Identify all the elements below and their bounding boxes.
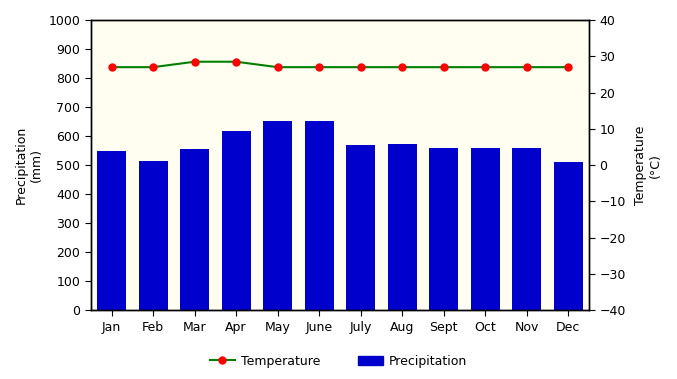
Temperature (232, 60, 240, 64)
Legend: Temperature, Precipitation: Temperature, Precipitation (204, 350, 473, 373)
Temperature (274, 65, 282, 69)
Bar (180, 149, 209, 310)
Bar (554, 162, 583, 310)
Bar (263, 121, 292, 310)
Bar (139, 161, 168, 310)
Bar (221, 131, 250, 310)
Temperature (481, 65, 489, 69)
Bar (305, 121, 334, 310)
Bar (512, 148, 541, 310)
Temperature (564, 65, 572, 69)
Temperature (439, 65, 447, 69)
Temperature (357, 65, 365, 69)
Y-axis label: Precipitation
(mm): Precipitation (mm) (15, 126, 43, 204)
Line: Temperature: Temperature (108, 58, 571, 70)
Bar (97, 150, 126, 310)
Temperature (315, 65, 323, 69)
Y-axis label: Temperature
(°C): Temperature (°C) (634, 125, 662, 205)
Bar (388, 144, 416, 310)
Temperature (108, 65, 116, 69)
Temperature (523, 65, 531, 69)
Bar (471, 148, 500, 310)
Temperature (398, 65, 406, 69)
Bar (429, 148, 458, 310)
Temperature (190, 60, 198, 64)
Bar (346, 145, 375, 310)
Temperature (149, 65, 157, 69)
